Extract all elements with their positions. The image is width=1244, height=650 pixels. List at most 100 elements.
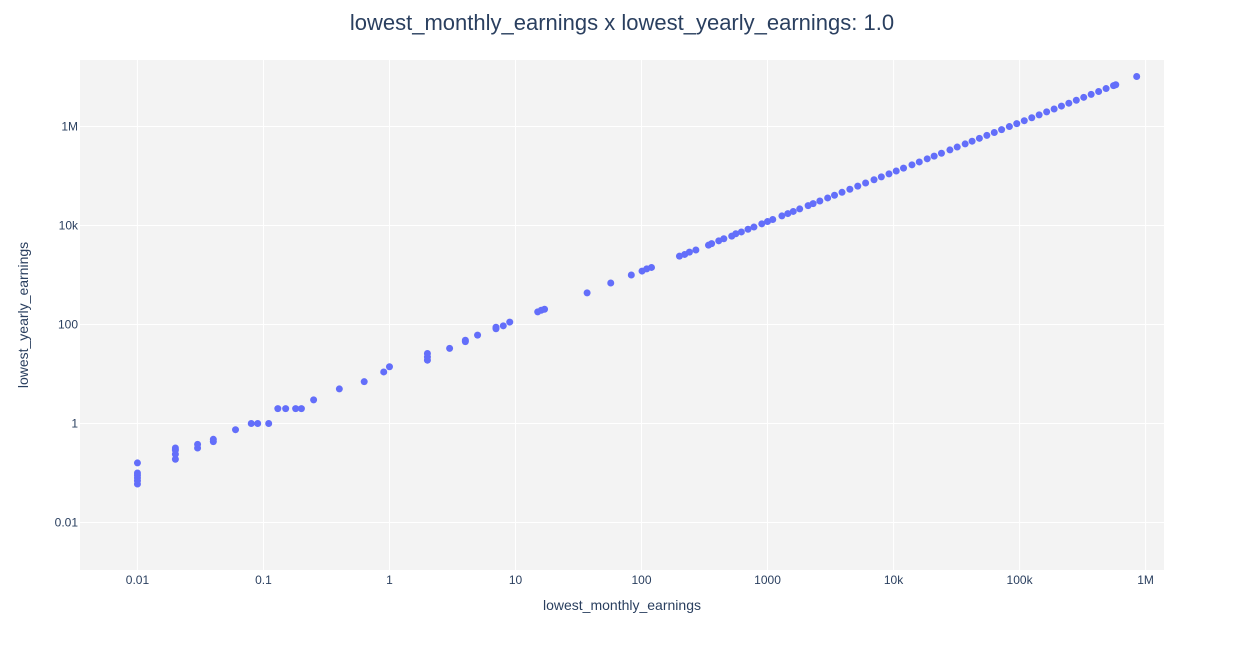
data-point[interactable]	[946, 146, 954, 154]
data-point[interactable]	[953, 143, 961, 151]
data-point[interactable]	[499, 322, 507, 330]
data-point[interactable]	[274, 405, 282, 413]
data-point[interactable]	[968, 137, 976, 145]
data-point[interactable]	[778, 212, 786, 220]
data-point[interactable]	[708, 240, 716, 248]
data-point[interactable]	[1050, 105, 1058, 113]
data-point[interactable]	[1005, 123, 1013, 131]
data-point[interactable]	[737, 228, 745, 236]
data-point[interactable]	[380, 368, 388, 376]
x-tick-labels: 0.01 0.1 1 10 100 1000 10k 100k 1M	[126, 573, 1154, 587]
data-point[interactable]	[232, 426, 240, 434]
data-point[interactable]	[784, 210, 792, 218]
plot-background	[80, 60, 1164, 570]
data-point[interactable]	[870, 176, 878, 184]
chart-title: lowest_monthly_earnings x lowest_yearly_…	[350, 10, 894, 35]
data-point[interactable]	[282, 405, 290, 413]
data-point[interactable]	[1102, 85, 1110, 93]
data-point[interactable]	[247, 420, 255, 428]
data-point[interactable]	[492, 323, 500, 331]
data-point[interactable]	[310, 396, 318, 404]
data-point[interactable]	[1087, 90, 1095, 98]
x-tick-label: 100	[632, 573, 652, 587]
x-tick-label: 10	[509, 573, 523, 587]
data-point[interactable]	[335, 385, 343, 393]
data-point[interactable]	[961, 140, 969, 148]
data-point[interactable]	[1020, 117, 1028, 125]
x-tick-label: 1	[386, 573, 393, 587]
data-point[interactable]	[474, 331, 482, 339]
data-point[interactable]	[685, 248, 693, 256]
data-point[interactable]	[647, 263, 655, 271]
data-point[interactable]	[923, 155, 931, 163]
data-point[interactable]	[506, 318, 514, 326]
data-point[interactable]	[796, 205, 804, 213]
data-point[interactable]	[254, 420, 262, 428]
data-point[interactable]	[990, 128, 998, 136]
data-point[interactable]	[461, 336, 469, 344]
x-axis-title: lowest_monthly_earnings	[543, 597, 701, 613]
data-point[interactable]	[998, 126, 1006, 134]
data-point[interactable]	[908, 161, 916, 169]
data-point[interactable]	[838, 188, 846, 196]
data-point[interactable]	[360, 378, 368, 386]
data-point[interactable]	[877, 173, 885, 181]
data-point[interactable]	[885, 170, 893, 178]
data-point[interactable]	[541, 305, 549, 313]
data-point[interactable]	[1080, 93, 1088, 101]
data-point[interactable]	[171, 455, 179, 463]
data-point[interactable]	[831, 191, 839, 199]
data-point[interactable]	[171, 444, 179, 452]
data-point[interactable]	[607, 279, 615, 287]
data-point[interactable]	[975, 134, 983, 142]
data-point[interactable]	[816, 197, 824, 205]
data-point[interactable]	[846, 185, 854, 193]
data-point[interactable]	[750, 223, 758, 231]
data-point[interactable]	[789, 207, 797, 215]
data-point[interactable]	[732, 230, 740, 238]
data-point[interactable]	[265, 420, 273, 428]
data-point[interactable]	[915, 158, 923, 166]
data-point[interactable]	[758, 220, 766, 228]
data-point[interactable]	[385, 363, 393, 371]
data-point[interactable]	[1035, 111, 1043, 119]
y-tick-label: 1M	[61, 119, 78, 133]
data-point[interactable]	[209, 435, 217, 443]
data-point[interactable]	[194, 440, 202, 448]
data-point[interactable]	[1013, 120, 1021, 128]
data-point[interactable]	[983, 131, 991, 139]
data-point[interactable]	[854, 182, 862, 190]
data-point[interactable]	[583, 289, 591, 297]
data-point[interactable]	[423, 349, 431, 357]
data-point[interactable]	[692, 246, 700, 254]
data-point[interactable]	[297, 405, 305, 413]
data-point[interactable]	[1095, 87, 1103, 95]
data-point[interactable]	[1028, 114, 1036, 122]
y-tick-label: 100	[58, 318, 78, 332]
data-point[interactable]	[900, 164, 908, 172]
x-tick-label: 1000	[754, 573, 781, 587]
data-point[interactable]	[1057, 102, 1065, 110]
data-point[interactable]	[862, 179, 870, 187]
data-point[interactable]	[892, 167, 900, 175]
data-point[interactable]	[744, 225, 752, 233]
data-point[interactable]	[1133, 73, 1141, 81]
data-point[interactable]	[133, 459, 141, 467]
data-point[interactable]	[627, 271, 635, 279]
x-tick-label: 100k	[1007, 573, 1034, 587]
data-point[interactable]	[1072, 96, 1080, 104]
data-point[interactable]	[446, 344, 454, 352]
data-point[interactable]	[769, 216, 777, 224]
data-point[interactable]	[720, 235, 728, 243]
data-point[interactable]	[1112, 81, 1120, 89]
x-tick-label: 10k	[884, 573, 904, 587]
data-point[interactable]	[937, 149, 945, 157]
data-point[interactable]	[292, 405, 300, 413]
data-point[interactable]	[809, 200, 817, 208]
data-point[interactable]	[133, 469, 141, 477]
data-point[interactable]	[930, 152, 938, 160]
data-point[interactable]	[824, 194, 832, 202]
data-point[interactable]	[1065, 99, 1073, 107]
x-tick-label: 0.1	[255, 573, 272, 587]
data-point[interactable]	[1043, 108, 1051, 116]
